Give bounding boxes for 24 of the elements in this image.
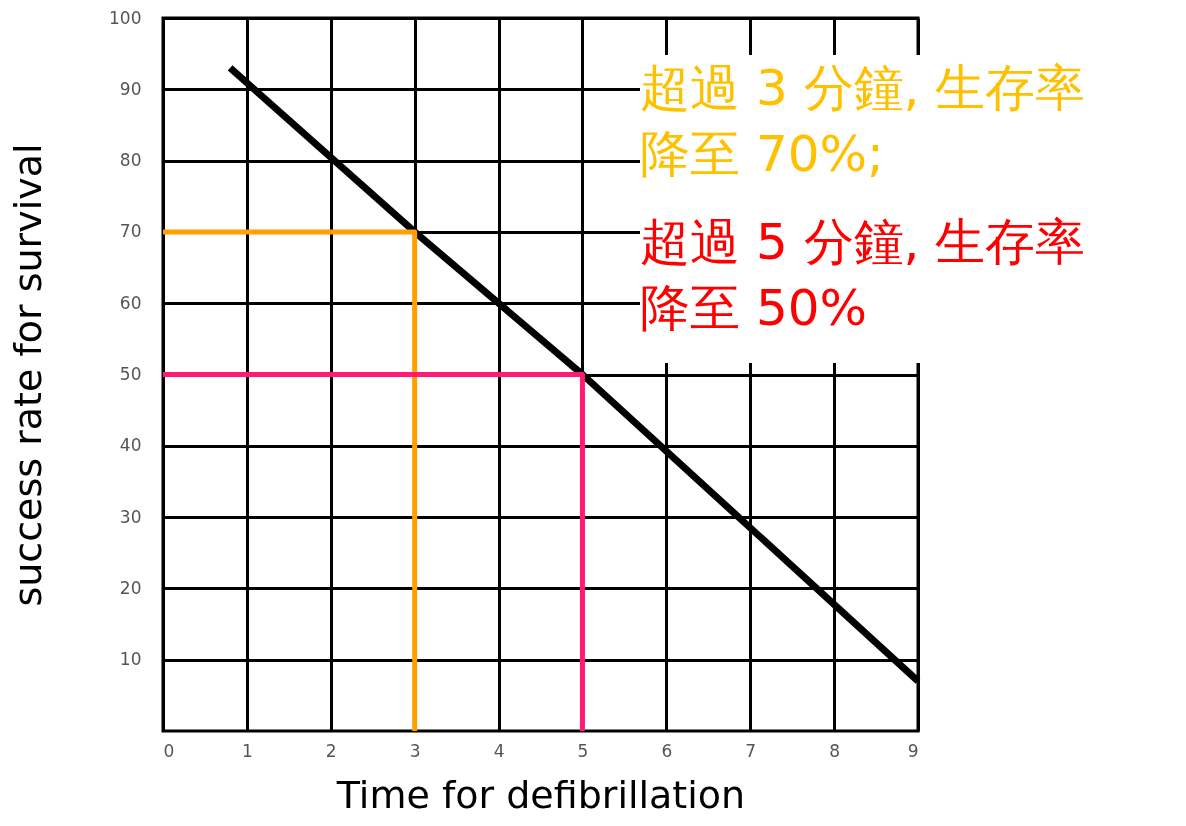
- y-tick-label: 40: [119, 435, 142, 456]
- annotation: 超過 3 分鐘, 生存率降至 70%;: [640, 58, 1087, 185]
- y-tick-label: 70: [119, 221, 142, 242]
- x-axis-title: Time for defibrillation: [335, 772, 746, 817]
- annotation: 超過 5 分鐘, 生存率降至 50%: [640, 212, 1087, 339]
- y-tick-label: 100: [109, 7, 142, 28]
- x-tick-label: 3: [409, 740, 421, 761]
- x-tick-label: 0: [163, 740, 175, 761]
- x-tick-label: 5: [577, 740, 589, 761]
- y-tick-label: 50: [119, 364, 142, 384]
- x-tick-label: 9: [907, 740, 919, 761]
- x-tick-label: 4: [493, 740, 505, 761]
- y-tick-label: 60: [119, 292, 142, 313]
- x-tick-label: 2: [325, 740, 337, 761]
- y-tick-label: 80: [119, 150, 142, 171]
- x-tick-label: 1: [241, 740, 253, 761]
- x-tick-label: 7: [745, 740, 757, 761]
- y-tick-label: 10: [119, 649, 142, 670]
- y-tick-label: 90: [119, 78, 142, 99]
- y-axis-title: success rate for survival: [6, 143, 51, 607]
- y-tick-label: 30: [119, 506, 142, 527]
- x-tick-label: 8: [829, 740, 841, 761]
- y-tick-label: 20: [119, 577, 142, 598]
- x-tick-label: 6: [661, 740, 673, 761]
